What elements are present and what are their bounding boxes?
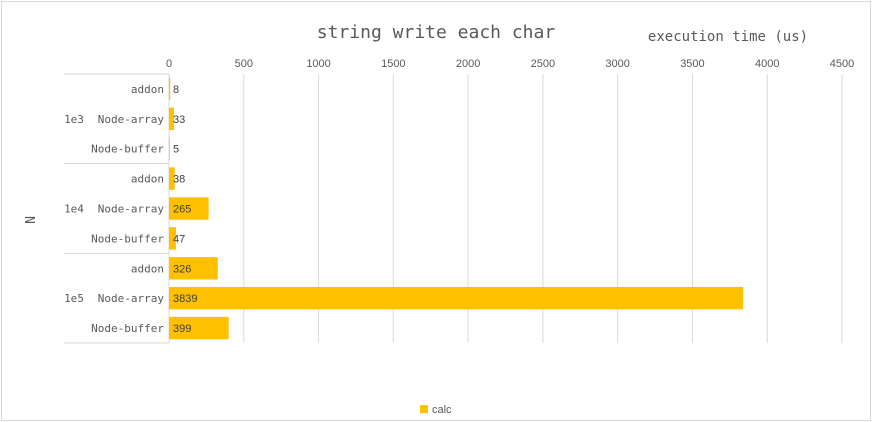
category-axis: 1e3 addon Node-array Node-buffer 1e4 addon Nod…	[64, 73, 170, 344]
group-label-1e5: 1e5	[64, 292, 84, 305]
data-label-1: 33	[173, 114, 185, 126]
bar-6	[169, 257, 218, 280]
legend-label-calc: calc	[432, 404, 452, 416]
category-label-1e4-Node-buffer: Node-buffer	[91, 232, 164, 245]
data-label-5: 47	[173, 233, 185, 245]
bar-1	[169, 107, 174, 131]
x-tick-labels: 0 500 1000 1500 2000 2500 3000 3500 4000 4500	[166, 58, 854, 70]
group-label-1e3: 1e3	[64, 113, 84, 126]
y-axis-title: N	[24, 216, 39, 224]
data-label-7: 3839	[173, 293, 197, 305]
bars: 8 33 5 38 265 47 326 3839 399	[169, 77, 744, 340]
x-tick-label-7: 3500	[680, 58, 704, 70]
bar-2	[169, 137, 170, 160]
category-label-1e4-addon: addon	[131, 173, 164, 186]
data-label-8: 399	[173, 323, 191, 335]
x-tick-label-3: 1500	[381, 58, 405, 70]
legend: calc	[420, 404, 452, 416]
bar-3	[169, 167, 175, 190]
x-tick-label-0: 0	[166, 58, 172, 70]
category-label-1e3-Node-buffer: Node-buffer	[91, 143, 164, 156]
bar-0	[169, 77, 171, 101]
data-label-4: 265	[173, 204, 191, 216]
bar-8	[169, 316, 229, 340]
x-tick-label-1: 500	[235, 58, 253, 70]
x-tick-label-5: 2500	[531, 58, 555, 70]
x-tick-label-9: 4500	[830, 58, 854, 70]
data-label-3: 38	[173, 174, 185, 186]
category-label-1e3-addon: addon	[131, 83, 164, 96]
data-label-0: 8	[173, 84, 179, 96]
category-label-1e3-Node-array: Node-array	[98, 113, 165, 126]
bar-4	[169, 197, 209, 220]
x-tick-label-6: 3000	[605, 58, 629, 70]
group-label-1e4: 1e4	[64, 203, 84, 216]
category-label-1e5-Node-array: Node-array	[98, 292, 165, 305]
bar-5	[169, 227, 177, 250]
category-label-1e5-addon: addon	[131, 262, 164, 275]
data-label-2: 5	[173, 144, 179, 156]
legend-swatch-calc	[420, 405, 428, 413]
category-label-1e5-Node-buffer: Node-buffer	[91, 322, 164, 335]
x-axis-title: execution time (us)	[648, 29, 808, 45]
data-label-6: 326	[173, 263, 191, 275]
x-tick-label-8: 4000	[755, 58, 779, 70]
bar-7	[169, 286, 744, 310]
chart-title: string write each char	[317, 22, 556, 43]
x-tick-label-4: 2000	[456, 58, 480, 70]
category-label-1e4-Node-array: Node-array	[98, 203, 165, 216]
x-tick-label-2: 1000	[306, 58, 330, 70]
